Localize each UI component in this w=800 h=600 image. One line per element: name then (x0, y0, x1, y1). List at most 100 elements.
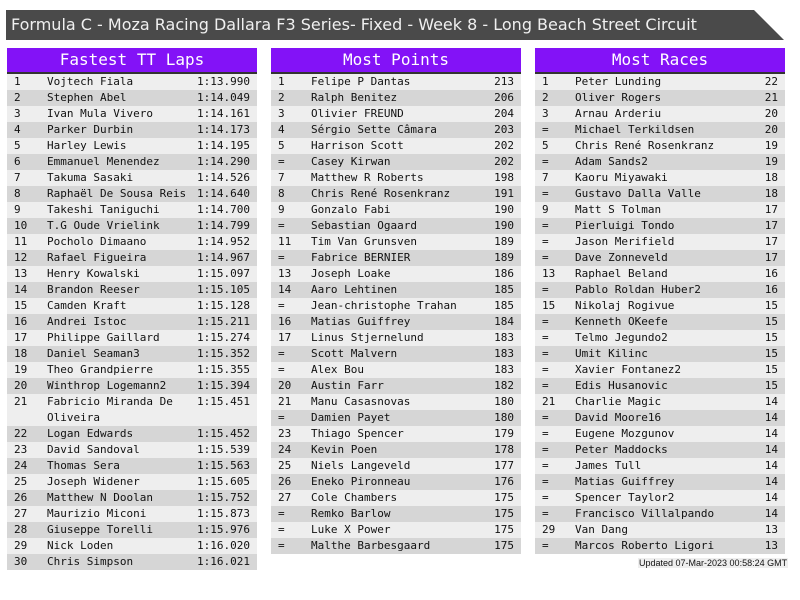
row-position: 1 (542, 75, 549, 88)
row-value: 1:15.105 (197, 283, 250, 296)
table-row: 24 Thomas Sera 1:15.563 (7, 458, 257, 474)
row-position: 8 (278, 187, 285, 200)
driver-name: Logan Edwards (47, 427, 134, 440)
table-row: 9 Gonzalo Fabi 190 (271, 202, 521, 218)
row-value: 191 (494, 187, 514, 200)
table-row: 21 Manu Casasnovas 180 (271, 394, 521, 410)
row-value: 1:14.173 (197, 123, 250, 136)
driver-name: Matias Guiffrey (311, 315, 411, 328)
row-position: = (278, 219, 285, 232)
row-position: 26 (14, 491, 28, 504)
row-value: 14 (764, 411, 778, 424)
table-row: 1 Peter Lunding 22 (535, 74, 785, 90)
driver-name: Kevin Poen (311, 443, 378, 456)
row-position: 6 (14, 155, 21, 168)
row-value: 206 (494, 91, 514, 104)
row-value: 1:14.290 (197, 155, 250, 168)
table-row: = Spencer Taylor2 14 (535, 490, 785, 506)
row-position: 15 (542, 299, 556, 312)
leaderboard-rows: 1 Felipe P Dantas 213 2 Ralph Benitez 206 3 Oli… (271, 74, 521, 554)
row-value: 190 (494, 203, 514, 216)
row-position: = (542, 187, 549, 200)
row-value: 186 (494, 267, 514, 280)
leaderboard-rows: 1 Peter Lunding 22 2 Oliver Rogers 21 3 Arnau A… (535, 74, 785, 554)
driver-name: Eneko Pironneau (311, 475, 411, 488)
driver-name: Spencer Taylor2 (575, 491, 675, 504)
row-position: 14 (278, 283, 292, 296)
row-position: = (278, 299, 285, 312)
driver-name: Kaoru Miyawaki (575, 171, 668, 184)
table-row: = Jean-christophe Trahan 185 (271, 298, 521, 314)
row-position: = (542, 283, 549, 296)
row-value: 190 (494, 219, 514, 232)
table-row: = Fabrice BERNIER 189 (271, 250, 521, 266)
row-position: 24 (278, 443, 292, 456)
table-row: 25 Niels Langeveld 177 (271, 458, 521, 474)
table-row: = Peter Maddocks 14 (535, 442, 785, 458)
row-value: 15 (764, 331, 778, 344)
row-position: 7 (542, 171, 549, 184)
table-row: 19 Theo Grandpierre 1:15.355 (7, 362, 257, 378)
row-position: 18 (14, 347, 28, 360)
driver-name: Remko Barlow (311, 507, 391, 520)
driver-name: Nick Loden (47, 539, 114, 552)
table-row: 7 Matthew R Roberts 198 (271, 170, 521, 186)
row-position: 17 (278, 331, 292, 344)
table-row: 25 Joseph Widener 1:15.605 (7, 474, 257, 490)
driver-name: Ivan Mula Vivero (47, 107, 153, 120)
row-value: 185 (494, 283, 514, 296)
table-row: 23 David Sandoval 1:15.539 (7, 442, 257, 458)
row-value: 16 (764, 267, 778, 280)
driver-name: Austin Farr (311, 379, 384, 392)
row-value: 1:15.394 (197, 379, 250, 392)
table-row: = Marcos Roberto Ligori 13 (535, 538, 785, 554)
driver-name: Francisco Villalpando (575, 507, 715, 520)
driver-name: Andrei Istoc (47, 315, 127, 328)
row-position: 13 (14, 267, 28, 280)
table-row: = Alex Bou 183 (271, 362, 521, 378)
row-value: 1:14.700 (197, 203, 250, 216)
panel-heading: Fastest TT Laps (7, 48, 257, 74)
driver-name: Eugene Mozgunov (575, 427, 675, 440)
row-position: 7 (14, 171, 21, 184)
row-value: 15 (764, 379, 778, 392)
table-row: = Sebastian Ogaard 190 (271, 218, 521, 234)
table-row: = Kenneth OKeefe 15 (535, 314, 785, 330)
row-position: 9 (278, 203, 285, 216)
row-position: 16 (278, 315, 292, 328)
table-row: = Telmo Jegundo2 15 (535, 330, 785, 346)
row-value: 1:14.640 (197, 187, 250, 200)
row-value: 183 (494, 363, 514, 376)
row-value: 1:14.526 (197, 171, 250, 184)
row-value: 14 (764, 427, 778, 440)
row-position: = (542, 251, 549, 264)
row-value: 20 (764, 107, 778, 120)
table-row: = Dave Zonneveld 17 (535, 250, 785, 266)
table-row: = Scott Malvern 183 (271, 346, 521, 362)
table-row: 13 Henry Kowalski 1:15.097 (7, 266, 257, 282)
row-value: 182 (494, 379, 514, 392)
driver-name: Chris René Rosenkranz (575, 139, 715, 152)
table-row: 5 Harley Lewis 1:14.195 (7, 138, 257, 154)
driver-name: James Tull (575, 459, 642, 472)
table-row: 21 Charlie Magic 14 (535, 394, 785, 410)
row-value: 1:14.049 (197, 91, 250, 104)
row-value: 184 (494, 315, 514, 328)
row-position: 20 (278, 379, 292, 392)
table-row: 7 Takuma Sasaki 1:14.526 (7, 170, 257, 186)
driver-name: Daniel Seaman3 (47, 347, 140, 360)
driver-name: Theo Grandpierre (47, 363, 153, 376)
driver-name: Joseph Loake (311, 267, 391, 280)
table-row: = David Moore16 14 (535, 410, 785, 426)
driver-name: Parker Durbin (47, 123, 134, 136)
table-row: = Remko Barlow 175 (271, 506, 521, 522)
table-row: = Michael Terkildsen 20 (535, 122, 785, 138)
row-position: 23 (14, 443, 28, 456)
row-value: 213 (494, 75, 514, 88)
panel-heading: Most Points (271, 48, 521, 74)
row-position: 20 (14, 379, 28, 392)
row-value: 20 (764, 123, 778, 136)
row-value: 198 (494, 171, 514, 184)
row-value: 175 (494, 539, 514, 552)
row-value: 15 (764, 363, 778, 376)
